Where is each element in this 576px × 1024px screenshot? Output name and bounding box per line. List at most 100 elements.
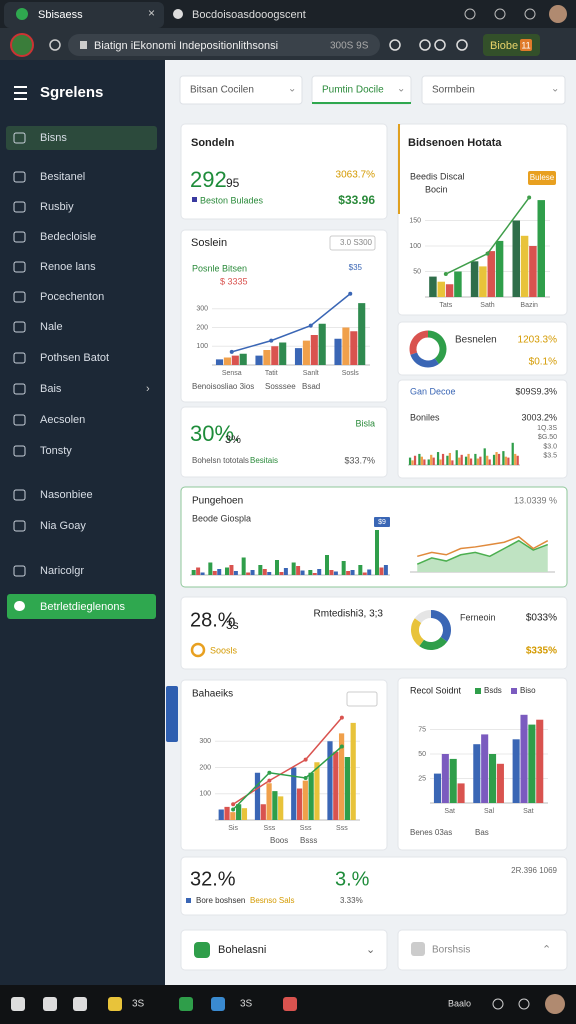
label: Benoisosliao 3ios: [192, 382, 254, 391]
card: [180, 406, 388, 478]
label[interactable]: Sbisaess: [38, 9, 83, 21]
taskbar-icon[interactable]: [283, 997, 297, 1011]
label[interactable]: Pocechenton: [40, 291, 104, 303]
bar: [300, 570, 305, 575]
bar: [408, 457, 412, 465]
label: 3S: [240, 999, 253, 1010]
active-tab[interactable]: [4, 2, 164, 28]
label[interactable]: Bitsan Cocilen: [190, 85, 254, 96]
label: Bocin: [425, 184, 448, 194]
avatar: [549, 5, 567, 23]
chevron: ⌄: [366, 944, 375, 956]
x-tick-label: Sat: [444, 808, 455, 815]
label[interactable]: Betrletdieglenons: [40, 601, 126, 613]
line: [232, 717, 343, 805]
bar: [325, 555, 329, 575]
chevron: ›: [146, 383, 150, 395]
item-icon: [13, 291, 26, 303]
label[interactable]: Nia Goay: [40, 520, 86, 532]
x-tick-label: Sosls: [342, 370, 360, 377]
label[interactable]: Sormbein: [432, 85, 475, 96]
bar: [520, 235, 529, 297]
bar: [291, 562, 296, 575]
label[interactable]: Nasonbiee: [40, 489, 93, 501]
bar: [430, 454, 433, 465]
label: $ 3335: [220, 276, 248, 286]
bar: [239, 353, 247, 365]
point: [308, 323, 313, 328]
url-field[interactable]: [68, 34, 380, 56]
taskbar-icon[interactable]: [43, 997, 57, 1011]
bar: [218, 809, 224, 820]
taskbar-icon[interactable]: [211, 997, 225, 1011]
taskbar-icon[interactable]: [108, 997, 122, 1011]
bar: [263, 350, 271, 365]
label[interactable]: Besitanel: [40, 171, 85, 183]
label[interactable]: Bais: [40, 383, 62, 395]
annotation-box: [528, 171, 556, 185]
point: [443, 272, 448, 277]
item-icon: [13, 261, 26, 273]
bar: [302, 780, 308, 820]
toolbar-icon[interactable]: [434, 39, 446, 51]
donut-segment: [430, 610, 451, 642]
label[interactable]: Biatign iEkonomi Indepositionlithsonsi: [94, 40, 278, 52]
label[interactable]: Pumtin Docile: [322, 85, 384, 96]
label[interactable]: Pothsen Batot: [40, 352, 109, 364]
box: [346, 691, 378, 707]
annotation-box: [374, 517, 390, 527]
taskbar-icon[interactable]: [11, 997, 25, 1011]
bar: [487, 251, 495, 297]
label: 3.0 S300: [340, 238, 373, 247]
toolbar-icon[interactable]: [419, 39, 431, 51]
bar: [528, 724, 536, 803]
bar: [379, 567, 384, 575]
bar: [358, 303, 366, 365]
label[interactable]: Bisns: [40, 132, 67, 144]
card: [180, 856, 568, 916]
bar: [229, 565, 234, 575]
label[interactable]: Renoe lans: [40, 261, 96, 273]
label[interactable]: Bedecloisle: [40, 231, 96, 243]
bar: [418, 453, 421, 465]
bar: [217, 569, 222, 575]
label[interactable]: Aecsolen: [40, 414, 85, 426]
label[interactable]: Bocdoisoasdooogscent: [192, 9, 306, 21]
donut-segment: [419, 636, 448, 650]
bar: [439, 459, 442, 465]
label[interactable]: Rusbiy: [40, 201, 74, 213]
bar: [246, 572, 251, 575]
bar: [266, 783, 272, 820]
bar: [367, 569, 372, 575]
label[interactable]: Biobe: [490, 40, 518, 52]
active-item[interactable]: [6, 126, 157, 150]
label[interactable]: Bohelasni: [218, 944, 266, 956]
y-tick-label: 200: [199, 764, 211, 771]
taskbar-icon[interactable]: [179, 997, 193, 1011]
reload-icon[interactable]: [49, 39, 61, 51]
close-icon[interactable]: ×: [148, 6, 155, 20]
side-button[interactable]: [7, 594, 156, 619]
x-tick-label: Sanlt: [303, 370, 319, 377]
label[interactable]: Tonsty: [40, 445, 72, 457]
bar: [208, 562, 213, 575]
bar: [258, 565, 263, 575]
bar: [383, 565, 388, 575]
bar: [275, 560, 279, 575]
filter-underline: [312, 102, 411, 104]
bar: [474, 453, 477, 465]
bar: [502, 451, 505, 465]
toolbar-icon[interactable]: [456, 39, 468, 51]
label[interactable]: Borshsis: [432, 945, 470, 956]
taskbar-icon[interactable]: [73, 997, 87, 1011]
bar: [236, 804, 242, 820]
label: Pungehoen: [192, 496, 243, 507]
label[interactable]: Naricolgr: [40, 565, 84, 577]
bar: [231, 355, 239, 365]
label: 3%: [225, 434, 241, 446]
filter-dropdown[interactable]: [179, 75, 303, 105]
toolbar-icon[interactable]: [389, 39, 401, 51]
x-tick-label: Tatit: [265, 370, 278, 377]
label[interactable]: Nale: [40, 321, 63, 333]
filter-dropdown[interactable]: [421, 75, 566, 105]
